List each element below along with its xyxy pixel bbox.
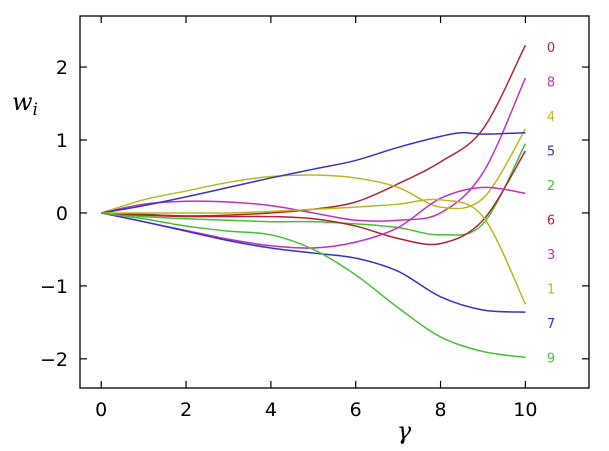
series-label-8: 8 (547, 76, 555, 91)
series-line-4 (100, 128, 527, 214)
x-tick-label: 2 (180, 399, 192, 421)
x-tick-label: 8 (434, 399, 446, 421)
series-line-9 (101, 212, 526, 359)
y-tick-label: −1 (40, 276, 68, 298)
series-label-5: 5 (547, 145, 555, 160)
y-tick-label: 2 (56, 57, 68, 79)
series-label-7: 7 (547, 317, 555, 332)
y-axis-label-subscript: i (33, 100, 38, 120)
series-label-2: 2 (547, 179, 555, 194)
series-label-0: 0 (547, 41, 555, 56)
y-tick-label: 1 (56, 130, 68, 152)
x-tick-label: 0 (95, 399, 107, 421)
series-line-8 (101, 77, 527, 222)
plot-frame (79, 15, 590, 389)
x-tick-label: 10 (513, 399, 537, 421)
y-tick-label: 0 (56, 203, 68, 225)
series-line-6 (101, 150, 527, 246)
series-line-1 (101, 198, 527, 305)
series-label-1: 1 (547, 283, 555, 298)
x-axis-label: γ (397, 417, 412, 445)
series-label-3: 3 (547, 248, 555, 263)
x-tick-label: 6 (350, 399, 362, 421)
series-line-5 (101, 131, 526, 214)
series-line-7 (101, 212, 526, 313)
series-labels: 0 8 4 5 2 6 3 1 7 9 (547, 41, 555, 367)
x-axis: 0 2 4 6 8 10 (95, 16, 537, 421)
series-label-4: 4 (547, 110, 555, 125)
series-label-9: 9 (547, 352, 555, 367)
series-lines (100, 44, 527, 359)
y-axis-label-main: w (12, 88, 33, 116)
y-axis-label: wi (12, 88, 38, 120)
series-line-2 (101, 143, 527, 236)
y-tick-label: −2 (40, 349, 68, 371)
y-axis: −2 −1 0 1 2 (40, 57, 589, 371)
series-label-6: 6 (547, 214, 555, 229)
x-tick-label: 4 (265, 399, 277, 421)
